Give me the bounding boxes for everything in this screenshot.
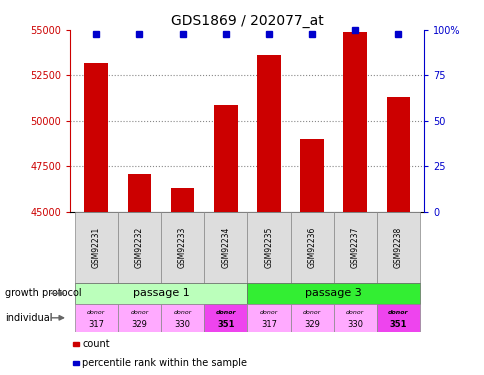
Text: GSM92233: GSM92233 [178,227,187,268]
Bar [75,212,118,283]
Bar [290,212,333,283]
Bar [75,304,118,332]
Text: donor: donor [302,310,320,315]
Text: percentile rank within the sample: percentile rank within the sample [82,358,247,368]
Text: donor: donor [387,310,408,315]
Text: individual: individual [5,313,52,323]
Bar [75,283,247,304]
Text: GSM92237: GSM92237 [350,227,359,268]
Bar [333,212,376,283]
Bar [73,361,78,365]
Bar [170,188,194,212]
Bar [386,97,409,212]
Bar [247,304,290,332]
Bar [118,304,161,332]
Text: 317: 317 [88,320,104,329]
Bar [73,342,78,346]
Text: donor: donor [130,310,148,315]
Text: GSM92234: GSM92234 [221,227,230,268]
Bar [247,212,290,283]
Text: GSM92238: GSM92238 [393,227,402,268]
Text: 317: 317 [260,320,276,329]
Text: GSM92235: GSM92235 [264,227,273,268]
Bar [300,139,323,212]
Text: donor: donor [346,310,364,315]
Text: donor: donor [215,310,236,315]
Bar [333,304,376,332]
Bar [257,56,280,212]
Text: growth protocol: growth protocol [5,288,81,298]
Text: 329: 329 [131,320,147,329]
Text: 351: 351 [216,320,234,329]
Text: donor: donor [259,310,277,315]
Text: 329: 329 [303,320,319,329]
Text: 330: 330 [174,320,190,329]
Bar [247,283,419,304]
Bar [376,212,419,283]
Bar [376,304,419,332]
Bar [84,63,108,212]
Text: 351: 351 [389,320,407,329]
Bar [213,105,237,212]
Text: donor: donor [173,310,191,315]
Text: GSM92236: GSM92236 [307,227,316,268]
Text: count: count [82,339,110,349]
Text: donor: donor [87,310,105,315]
Bar [161,212,204,283]
Text: passage 3: passage 3 [305,288,362,298]
Bar [204,304,247,332]
Bar [290,304,333,332]
Bar [127,174,151,212]
Bar [204,212,247,283]
Text: GSM92231: GSM92231 [91,227,101,268]
Bar [343,32,366,212]
Text: passage 1: passage 1 [132,288,189,298]
Bar [161,304,204,332]
Bar [118,212,161,283]
Text: GSM92232: GSM92232 [135,227,144,268]
Text: 330: 330 [347,320,363,329]
Title: GDS1869 / 202077_at: GDS1869 / 202077_at [171,13,323,28]
